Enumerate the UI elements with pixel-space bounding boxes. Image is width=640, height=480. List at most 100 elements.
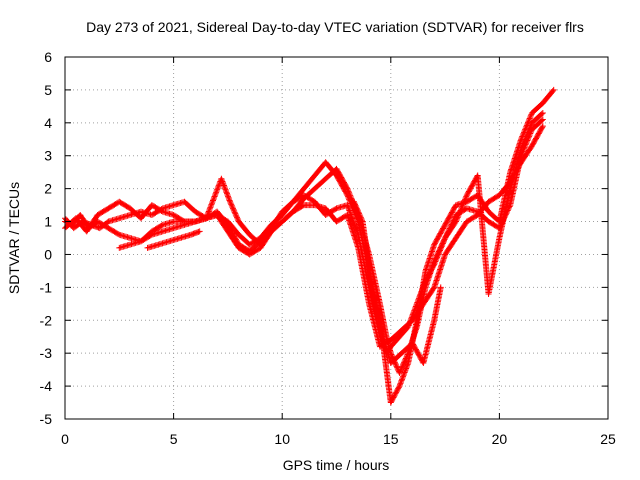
data-point (196, 228, 203, 235)
data-point-interp (505, 204, 512, 211)
data-point-interp (355, 209, 362, 216)
data-point-interp (450, 217, 457, 224)
data-point (496, 225, 503, 232)
data-point-interp (430, 262, 437, 269)
y-tick-label: 6 (44, 49, 52, 65)
data-point-interp (521, 144, 528, 151)
data-point-interp (299, 202, 306, 209)
data-point-interp (356, 210, 363, 217)
y-tick-label: -1 (40, 279, 53, 295)
data-point-interp (538, 110, 545, 117)
data-point-interp (211, 194, 218, 201)
data-point-interp (522, 143, 529, 150)
data-point-interp (459, 201, 466, 208)
data-point-interp (423, 276, 430, 283)
data-point-interp (451, 216, 458, 223)
data-point-interp (226, 197, 233, 204)
data-point-interp (401, 358, 408, 365)
data-point-interp (427, 268, 434, 275)
data-point-interp (416, 292, 423, 299)
data-point (431, 261, 438, 268)
series-5 (144, 198, 444, 367)
data-point-interp (519, 148, 526, 155)
data-point-interp (412, 304, 419, 311)
x-tick-label: 25 (600, 431, 616, 447)
y-tick-label: -4 (40, 378, 53, 394)
data-point-interp (354, 206, 361, 213)
data-point-interp (434, 254, 441, 261)
data-point-interp (209, 198, 216, 205)
data-point-interp (504, 207, 511, 214)
data-point-interp (524, 136, 531, 143)
data-point-interp (525, 118, 532, 125)
data-point-interp (434, 253, 441, 260)
data-point-interp (436, 247, 443, 254)
data-point-interp (392, 390, 399, 397)
data-point-interp (414, 298, 421, 305)
data-point-interp (498, 221, 505, 228)
data-point-interp (527, 130, 534, 137)
axis-ticks (64, 56, 609, 420)
data-point-interp (215, 183, 222, 190)
data-point-interp (527, 114, 534, 121)
data-point (218, 175, 225, 182)
series-4 (116, 123, 546, 350)
data-point-interp (395, 385, 402, 392)
x-tick-labels: 0 5 10 15 20 25 (61, 431, 616, 447)
data-point-interp (221, 185, 228, 192)
data-point-interp (231, 208, 238, 215)
data-point-interp (226, 196, 233, 203)
data-point-interp (538, 117, 545, 124)
data-point-interp (444, 230, 451, 237)
data-point-interp (505, 206, 512, 213)
data-point-interp (414, 299, 421, 306)
data-point-interp (448, 221, 455, 228)
data-point-interp (436, 248, 443, 255)
x-axis-label: GPS time / hours (283, 457, 390, 473)
data-point-interp (221, 183, 228, 190)
data-point-interp (523, 138, 530, 145)
data-point-interp (234, 215, 241, 222)
data-point-interp (158, 222, 165, 229)
data-point-interp (391, 393, 398, 400)
y-tick-label: 5 (44, 82, 52, 98)
data-point-interp (460, 199, 467, 206)
data-point-interp (332, 206, 339, 213)
data-point-interp (207, 202, 214, 209)
data-point-interp (404, 361, 411, 368)
data-point-interp (232, 210, 239, 217)
data-point-interp (430, 285, 437, 292)
data-point-interp (397, 380, 404, 387)
data-point-interp (223, 189, 230, 196)
data-point-interp (398, 365, 405, 372)
data-point-interp (441, 236, 448, 243)
y-tick-label: 3 (44, 148, 52, 164)
data-point-interp (357, 213, 364, 220)
data-point-interp (228, 202, 235, 209)
data-point-interp (398, 379, 405, 386)
data-point-interp (391, 391, 398, 398)
data-point-interp (402, 355, 409, 362)
data-point-interp (419, 285, 426, 292)
data-point-interp (404, 351, 411, 358)
data-point (387, 399, 394, 406)
data-point (227, 198, 234, 205)
data-point (539, 109, 546, 116)
data-point-interp (416, 294, 423, 301)
y-tick-labels: -5 -4 -3 -2 -1 0 1 2 3 4 5 6 (40, 49, 53, 427)
data-point-interp (526, 133, 533, 140)
data-point-interp (442, 233, 449, 240)
data-point-interp (346, 189, 353, 196)
data-point-interp (206, 205, 213, 212)
data-point-interp (422, 279, 429, 286)
data-point-interp (461, 197, 468, 204)
data-point-interp (206, 207, 213, 214)
data-point-interp (389, 395, 396, 402)
data-point-interp (425, 271, 432, 278)
data-point-interp (417, 289, 424, 296)
data-point-interp (412, 303, 419, 310)
data-point-interp (210, 196, 217, 203)
data-point-interp (497, 223, 504, 230)
x-tick-label: 0 (61, 431, 69, 447)
